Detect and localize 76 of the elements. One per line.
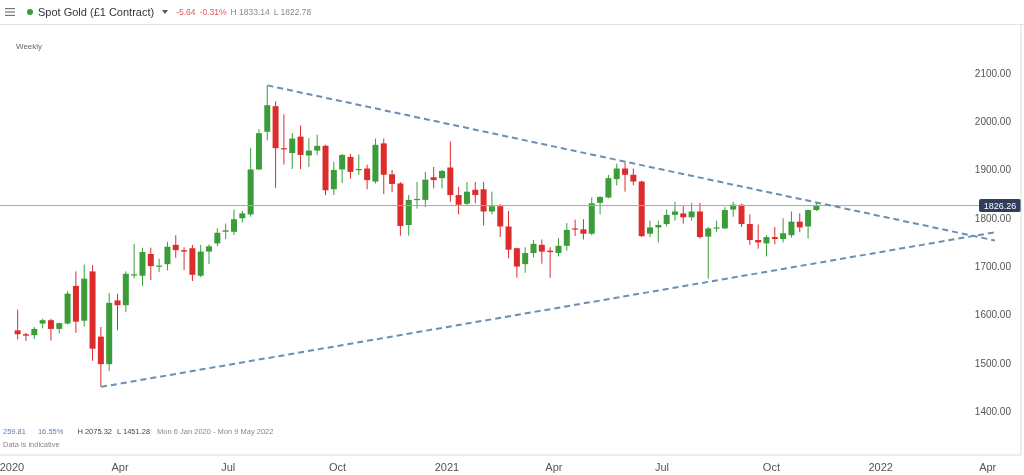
candlestick [430,166,437,189]
candlestick [164,241,171,271]
candlestick [47,318,54,341]
candlestick [463,181,470,206]
candlestick [389,169,396,193]
candlestick [147,247,154,281]
chart-title: Spot Gold (£1 Contract) [38,6,155,18]
candlestick [230,209,237,236]
x-tick-label: Oct [762,460,780,473]
x-tick-label: 2022 [868,460,893,473]
y-tick-label: 2000.00 [974,116,1012,128]
x-tick-label: Apr [545,460,563,473]
candlestick [497,203,504,238]
candlestick [513,247,520,279]
candlestick [622,161,629,193]
candlestick [297,124,304,170]
candlestick [439,169,445,189]
y-tick-label: 1900.00 [974,164,1012,176]
y-tick-label: 1800.00 [974,212,1012,224]
candlestick [14,309,21,341]
candlestick [763,234,770,257]
candlestick [172,234,179,259]
candlestick [738,203,745,228]
candlestick [505,210,512,259]
x-tick-label: Jul [655,460,670,473]
candlestick [605,174,612,199]
candlestick [780,217,787,243]
candlestick [289,132,296,170]
x-tick-label: Apr [979,460,997,473]
x-tick-label: Oct [329,460,347,473]
candlestick [671,201,678,222]
candlestick [472,181,479,204]
text: H 1833.14 [230,7,270,17]
y-tick-label: 1400.00 [974,406,1012,418]
candlestick [488,191,495,215]
candlestick [22,332,29,342]
y-tick-label: 1700.00 [974,261,1012,273]
candlestick [364,164,371,190]
candlestick [613,163,620,186]
ref-line-label: 1826.26 [983,200,1017,211]
x-tick-label: 2021 [434,460,460,473]
candlestick [339,153,346,184]
candlestick [206,243,213,265]
candlestick [705,226,712,280]
candlestick [580,218,587,241]
y-tick-label: 1500.00 [974,357,1012,369]
candlestick [555,237,562,257]
candlestick [455,186,462,215]
candlestick [721,206,728,230]
text: L 1822.78 [273,7,312,17]
candlestick [538,239,545,265]
x-tick-label: 2020 [0,460,25,473]
candlestick [330,161,337,196]
y-tick-label: 2100.00 [974,67,1012,79]
candlestick [788,210,795,239]
candlestick [746,213,753,246]
y-tick-label: 1600.00 [974,309,1012,321]
candlestick [572,219,579,237]
candlestick [480,181,487,227]
text: Weekly [16,42,43,51]
text: -5.64 [176,7,196,17]
candlestick [522,246,529,274]
candlestick [422,171,429,208]
candlestick [647,220,653,238]
candlestick [563,222,570,252]
candlestick [805,209,812,240]
text: -0.31% [199,7,227,17]
x-tick-label: Apr [111,460,129,473]
candlestick [131,243,138,279]
candlestick [314,134,321,156]
candlestick [114,293,121,331]
candlestick [181,246,188,271]
candlestick [597,195,604,215]
x-tick-label: Jul [221,460,236,473]
candlestick [347,153,354,180]
candlestick [139,247,146,287]
